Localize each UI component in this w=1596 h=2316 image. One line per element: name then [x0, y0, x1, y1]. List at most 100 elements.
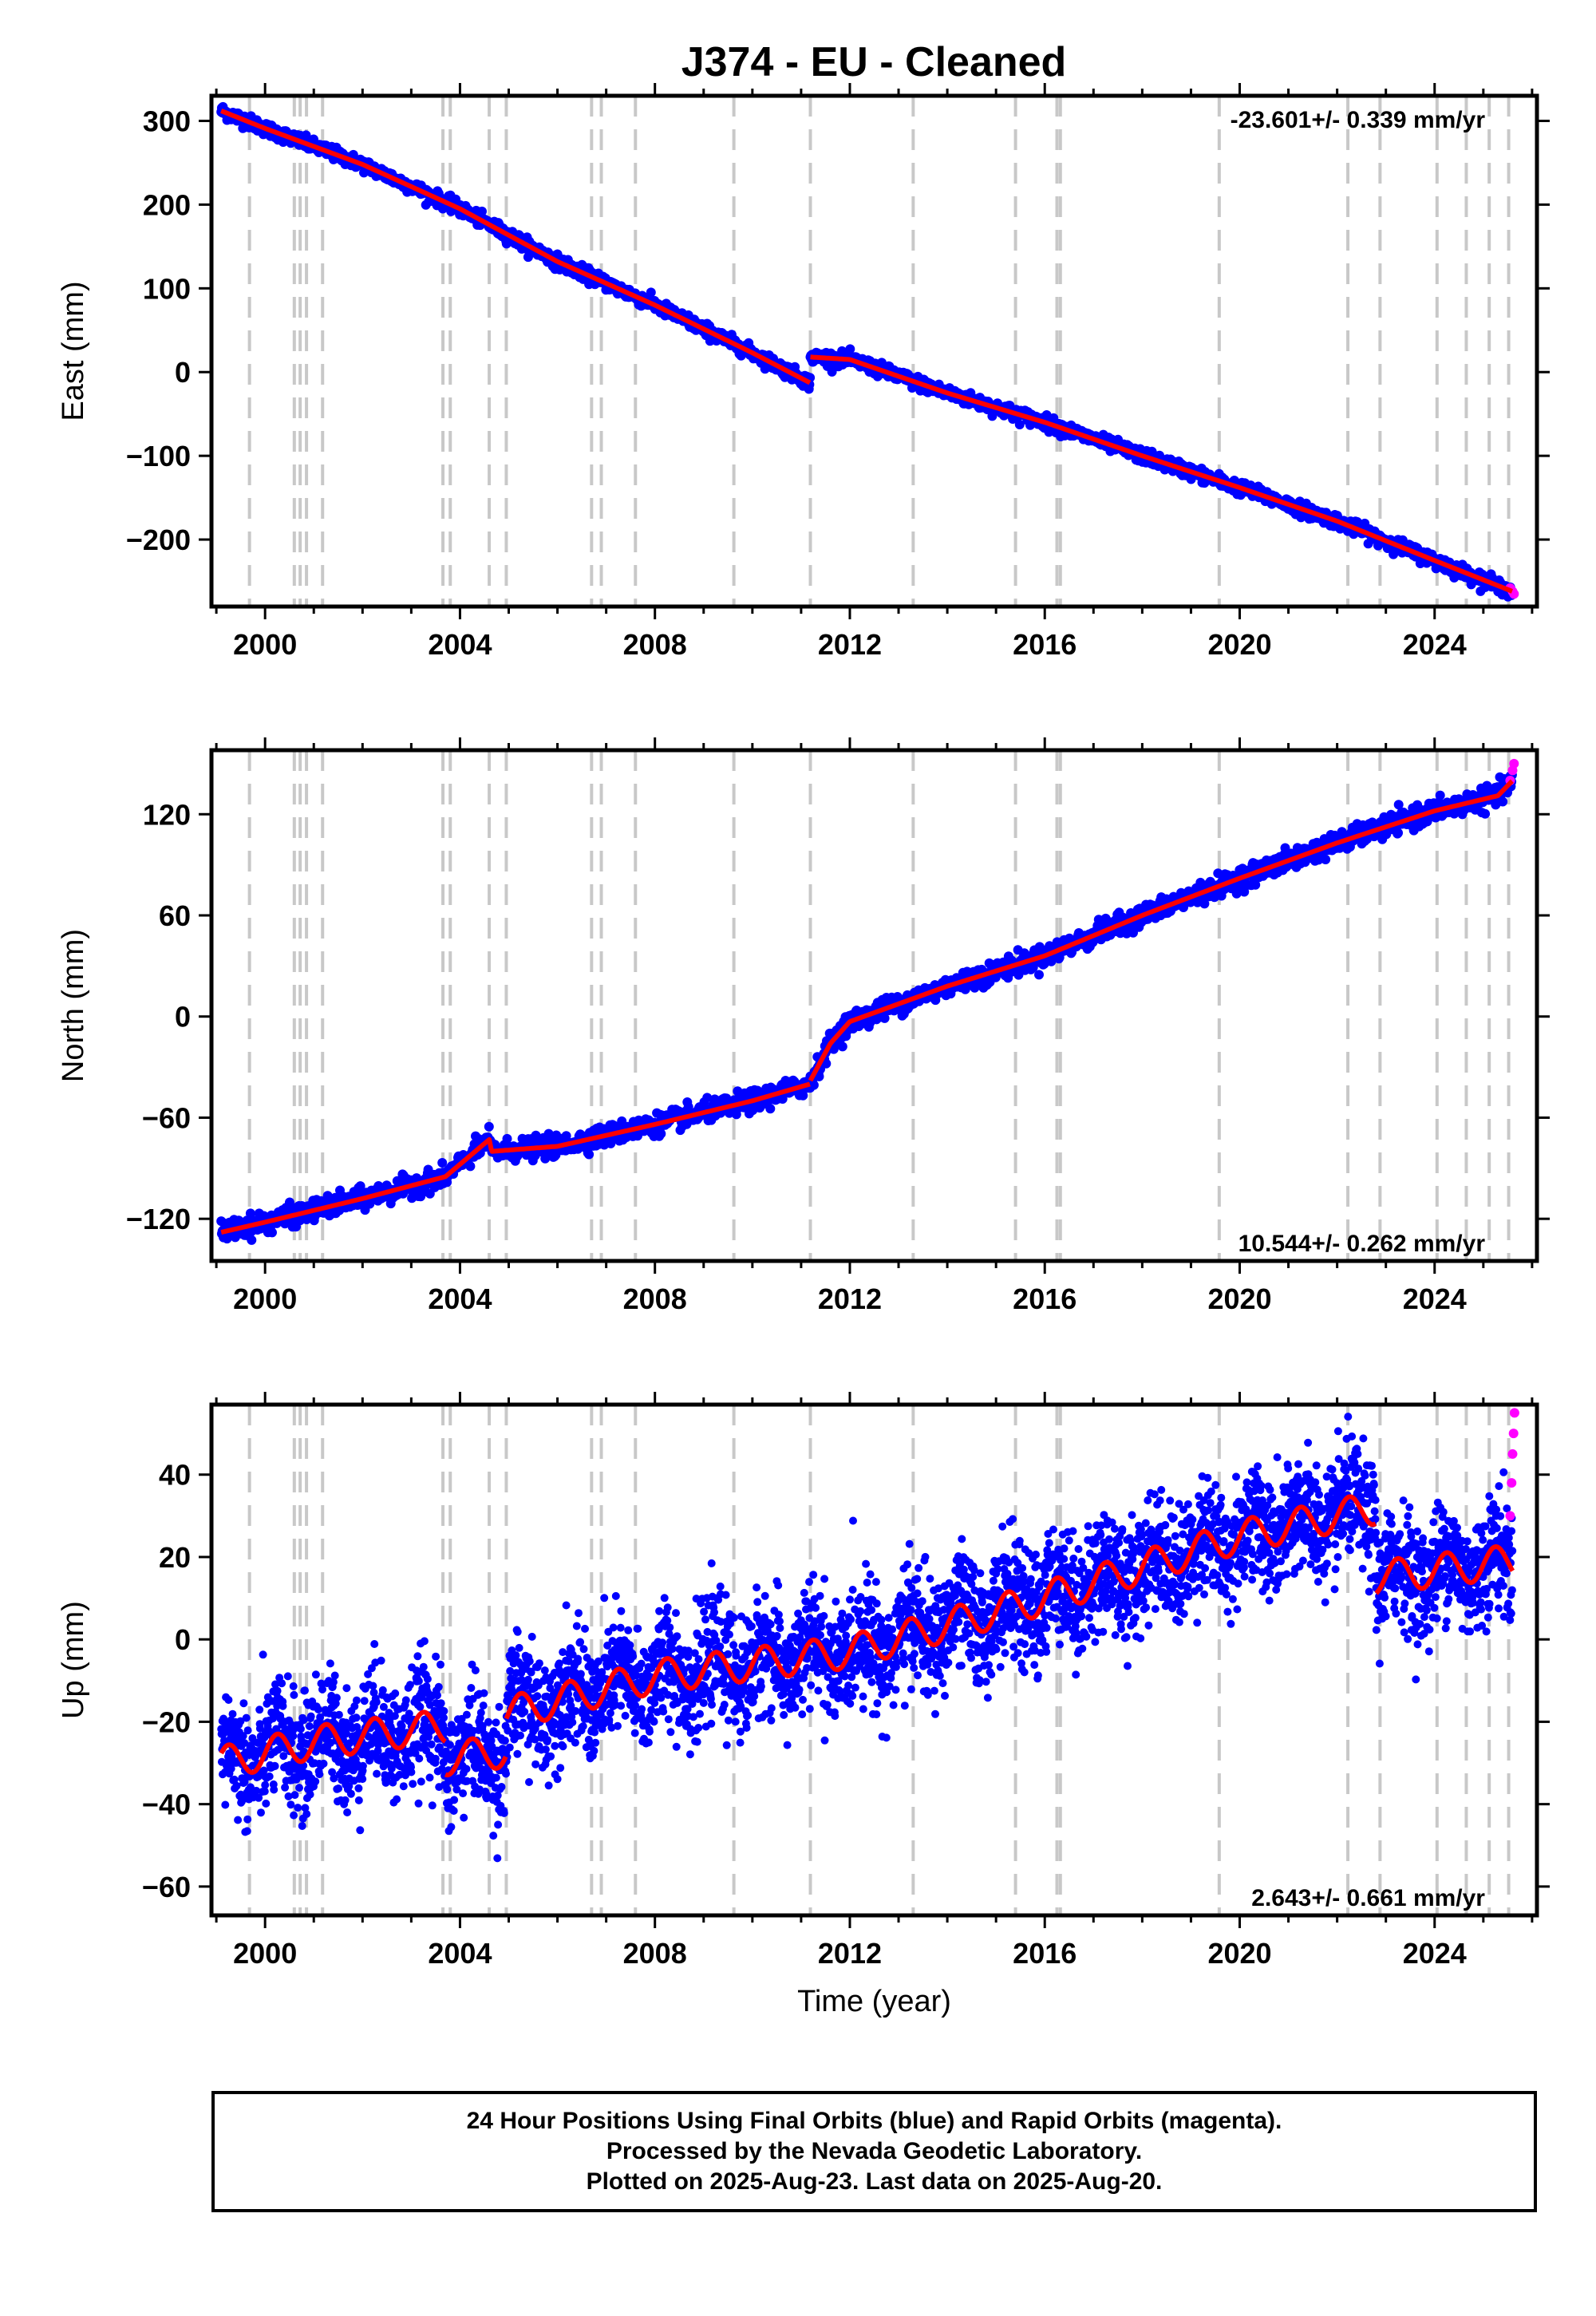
- data-point: [261, 1780, 270, 1789]
- rapid-point: [1509, 758, 1519, 769]
- data-point: [290, 1811, 298, 1820]
- data-point: [465, 1161, 476, 1172]
- data-point: [305, 1722, 314, 1730]
- data-point: [267, 1227, 277, 1238]
- y-tick-label: −200: [126, 524, 191, 556]
- data-point: [289, 1732, 298, 1741]
- x-tick-label: 2000: [233, 628, 297, 661]
- data-point: [765, 1104, 776, 1114]
- plot-area: [216, 750, 1519, 1261]
- y-tick-label: −60: [142, 1101, 191, 1134]
- data-point: [255, 1705, 264, 1714]
- data-point: [270, 1785, 279, 1794]
- final-orbit-points: [216, 101, 1517, 602]
- y-tick-label: 120: [143, 798, 191, 831]
- data-point: [259, 1650, 267, 1659]
- x-tick-label: 2016: [1013, 1282, 1077, 1315]
- data-point: [302, 1810, 311, 1818]
- data-point: [290, 1690, 298, 1699]
- data-point: [283, 1672, 292, 1681]
- x-tick-label: 2016: [1013, 628, 1077, 661]
- data-point: [257, 1808, 265, 1817]
- data-point: [477, 206, 487, 216]
- data-point: [1034, 970, 1044, 980]
- east-panel: 2000 2004 2008 2012 2016 2020 2024 −200 −100 0 100…: [57, 83, 1550, 661]
- y-tick-label: −100: [126, 440, 191, 472]
- data-point: [502, 1133, 512, 1144]
- north-panel: 2000 2004 2008 2012 2016 2020 2024−120−6006012…: [57, 737, 1550, 1315]
- data-point: [821, 1058, 832, 1069]
- x-tick-label: 2008: [623, 628, 687, 661]
- data-point: [281, 1783, 290, 1792]
- data-point: [224, 1696, 233, 1704]
- data-point: [279, 1701, 287, 1710]
- y-tick-label: 200: [143, 188, 191, 221]
- y-tick-label: 300: [143, 105, 191, 137]
- data-point: [273, 1686, 282, 1695]
- data-point: [243, 1815, 252, 1824]
- data-point: [1393, 828, 1403, 838]
- data-point: [239, 1699, 248, 1708]
- x-tick-label: 2008: [623, 1282, 687, 1315]
- data-point: [306, 1712, 315, 1721]
- data-point: [242, 1713, 251, 1722]
- y-tick-label: 0: [175, 356, 191, 389]
- x-tick-label: 2020: [1207, 628, 1271, 661]
- rate-label: -23.601+/- 0.339 mm/yr: [1231, 107, 1486, 133]
- y-tick-label: 60: [159, 899, 191, 932]
- data-point: [265, 1772, 274, 1780]
- y-axis-label: North (mm): [57, 929, 90, 1082]
- data-point: [289, 1682, 298, 1690]
- x-tick-label: 2012: [818, 1282, 882, 1315]
- data-point: [1321, 855, 1331, 864]
- data-point: [1480, 808, 1491, 819]
- plot-area: [217, 1405, 1519, 1915]
- data-point: [584, 1149, 595, 1160]
- x-tick-label: 2012: [818, 628, 882, 661]
- data-point: [232, 1781, 241, 1790]
- data-point: [1498, 796, 1508, 807]
- data-point: [245, 1208, 255, 1219]
- y-tick-label: 0: [175, 1001, 191, 1034]
- data-point: [278, 1679, 286, 1688]
- x-tick-label: 2004: [428, 628, 492, 661]
- data-point: [299, 1716, 308, 1725]
- data-point: [243, 1827, 251, 1836]
- data-point: [294, 1804, 302, 1812]
- data-point: [271, 1762, 279, 1770]
- data-point: [296, 1725, 305, 1733]
- y-tick-label: 100: [143, 272, 191, 305]
- model-line: [808, 354, 1514, 594]
- data-point: [484, 1121, 494, 1132]
- data-point: [286, 1800, 295, 1809]
- x-tick-label: 2024: [1403, 628, 1467, 661]
- data-point: [355, 1181, 365, 1192]
- x-tick-label: 2000: [233, 1282, 297, 1315]
- data-point: [814, 1071, 824, 1081]
- data-point: [247, 1235, 257, 1245]
- data-point: [845, 344, 855, 354]
- data-point: [837, 1041, 847, 1052]
- data-point: [262, 1799, 271, 1808]
- data-point: [702, 1093, 713, 1103]
- data-point: [228, 1709, 237, 1718]
- data-point: [1435, 790, 1445, 800]
- y-tick-label: −120: [126, 1203, 191, 1235]
- y-axis-label: East (mm): [57, 281, 90, 421]
- chart-title: J374 - EU - Cleaned: [681, 39, 1067, 85]
- data-point: [827, 366, 837, 377]
- data-point: [301, 1686, 309, 1695]
- data-point: [295, 1784, 303, 1792]
- data-point: [243, 1726, 252, 1735]
- data-point: [1014, 420, 1025, 429]
- data-point: [234, 1816, 243, 1824]
- final-orbit-points: [217, 1413, 1517, 1863]
- plot-area: [216, 96, 1519, 607]
- final-orbit-points: [216, 770, 1517, 1245]
- data-point: [646, 287, 656, 298]
- data-point: [221, 1800, 230, 1809]
- model-line: [219, 109, 812, 385]
- data-point: [437, 1158, 448, 1168]
- x-tick-label: 2024: [1403, 1282, 1467, 1315]
